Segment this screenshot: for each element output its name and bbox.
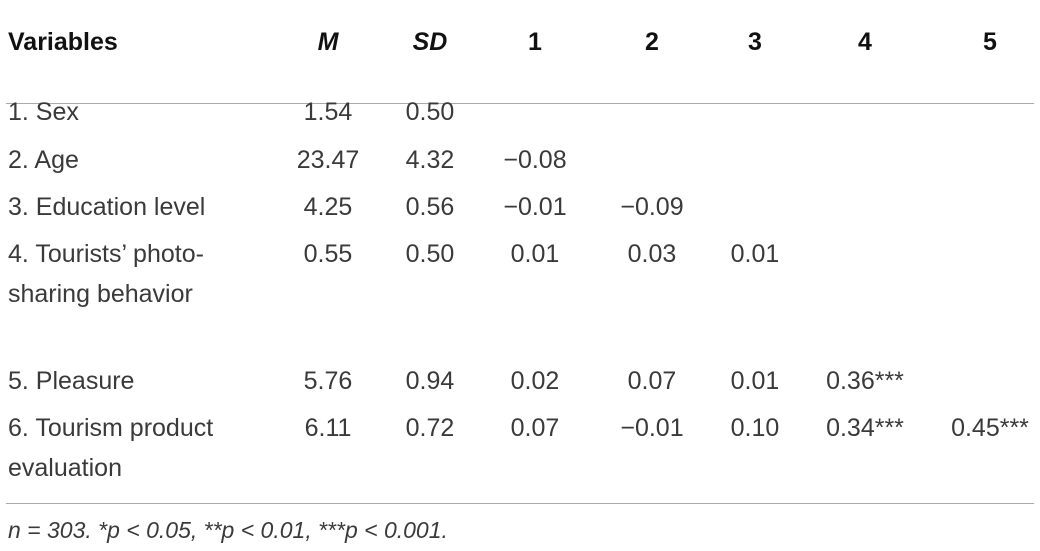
cell-m: 5.76	[303, 367, 353, 395]
cell-m: 4.25	[303, 193, 353, 221]
table-note: n = 303. *p < 0.05, **p < 0.01, ***p < 0…	[8, 517, 448, 543]
cell-correlation: 0.01	[510, 240, 560, 268]
cell-correlation: −0.01	[620, 414, 684, 442]
cell-m: 23.47	[296, 146, 360, 174]
header-cell: Variables	[8, 28, 118, 56]
row-label: 2. Age	[8, 146, 79, 174]
cell-sd: 0.72	[405, 414, 455, 442]
cell-sd: 0.50	[405, 240, 455, 268]
cell-correlation: 0.01	[730, 367, 780, 395]
cell-correlation: −0.08	[503, 146, 567, 174]
header-cell: 2	[645, 28, 659, 56]
header-rule	[6, 103, 1034, 104]
row-label: 1. Sex	[8, 98, 79, 126]
cell-sd: 0.94	[405, 367, 455, 395]
cell-correlation: 0.01	[730, 240, 780, 268]
cell-correlation: 0.07	[510, 414, 560, 442]
header-cell: 4	[858, 28, 872, 56]
cell-correlation: 0.36***	[826, 367, 904, 395]
header-cell: 1	[528, 28, 542, 56]
row-label: 6. Tourism product evaluation	[8, 414, 214, 482]
cell-correlation: 0.02	[510, 367, 560, 395]
bottom-rule	[6, 503, 1034, 504]
header-cell: SD	[412, 28, 448, 56]
row-label: 4. Tourists’ photo-sharing behavior	[8, 240, 204, 308]
cell-sd: 4.32	[405, 146, 455, 174]
cell-correlation: −0.01	[503, 193, 567, 221]
cell-correlation: 0.03	[627, 240, 677, 268]
cell-m: 1.54	[303, 98, 353, 126]
cell-correlation: −0.09	[620, 193, 684, 221]
cell-m: 6.11	[304, 414, 352, 442]
cell-sd: 0.50	[405, 98, 455, 126]
cell-correlation: 0.45***	[951, 414, 1029, 442]
cell-correlation: 0.10	[730, 414, 780, 442]
cell-m: 0.55	[303, 240, 353, 268]
cell-correlation: 0.34***	[826, 414, 904, 442]
row-label: 3. Education level	[8, 193, 206, 221]
header-cell: M	[317, 28, 339, 56]
header-cell: 5	[983, 28, 997, 56]
cell-correlation: 0.07	[627, 367, 677, 395]
cell-sd: 0.56	[405, 193, 455, 221]
header-cell: 3	[748, 28, 762, 56]
row-label: 5. Pleasure	[8, 367, 135, 395]
